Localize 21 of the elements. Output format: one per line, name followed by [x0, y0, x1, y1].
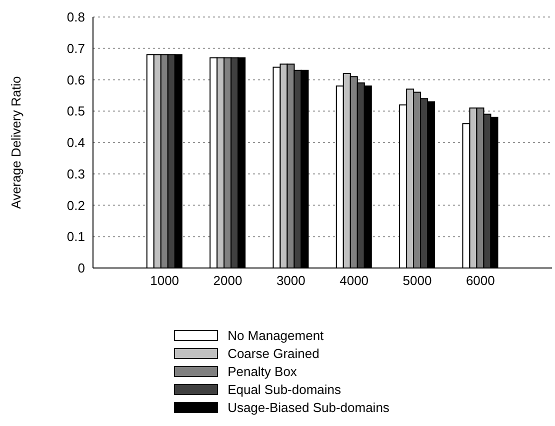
y-tick-label: 0.1	[66, 229, 85, 244]
y-tick-label: 0.6	[66, 72, 85, 88]
x-tick-label: 2000	[213, 273, 242, 288]
y-tick-label: 0.8	[66, 10, 85, 25]
legend-label: Usage-Biased Sub-domains	[228, 400, 390, 414]
x-tick-label: 6000	[466, 273, 495, 288]
y-tick-label: 0.5	[66, 104, 85, 119]
legend-label: Coarse Grained	[228, 346, 320, 360]
legend-label: No Management	[228, 328, 324, 342]
x-tick-label: 3000	[276, 273, 306, 288]
x-tick-label: 1000	[150, 273, 180, 288]
legend-label: Equal Sub-domains	[228, 382, 342, 396]
y-tick-label: 0.3	[66, 166, 85, 182]
y-axis-title: Average Delivery Ratio	[8, 76, 24, 209]
y-tick-label: 0.2	[66, 198, 85, 213]
y-tick-label: 0.7	[66, 40, 85, 56]
y-tick-label: 0	[78, 260, 85, 276]
x-tick-label: 5000	[402, 273, 432, 288]
legend-label: Penalty Box	[228, 364, 297, 378]
x-tick-label: 4000	[340, 273, 369, 288]
y-tick-label: 0.4	[66, 135, 85, 150]
